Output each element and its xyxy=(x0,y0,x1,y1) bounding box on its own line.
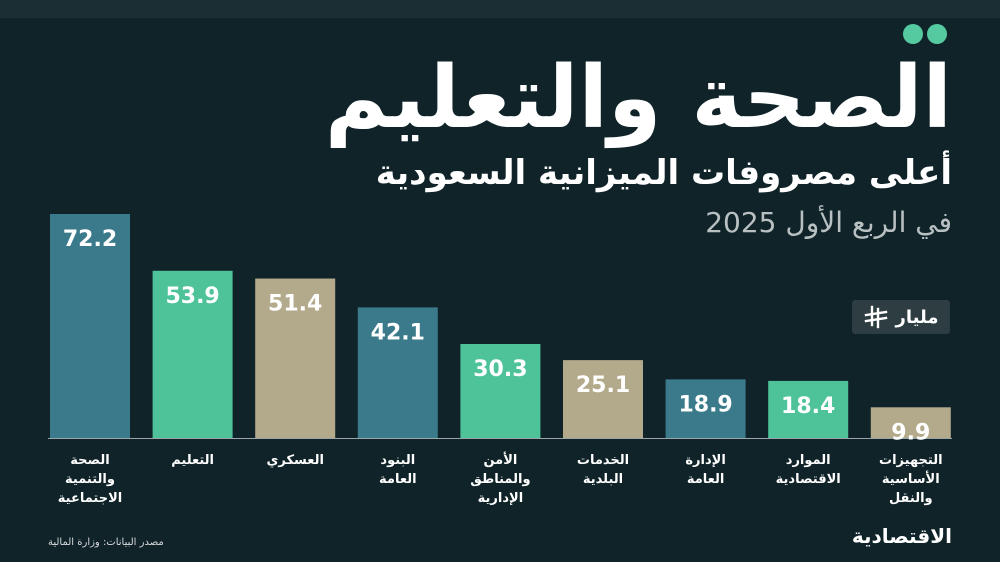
bar xyxy=(563,360,643,438)
unit-badge: مليار xyxy=(852,300,950,334)
category-label-line: الإدارية xyxy=(478,491,524,506)
category-label: البنود العامة xyxy=(379,453,417,487)
category-label: الصحة والتنمية الاجتماعية xyxy=(58,453,122,506)
category-label-line: البنود xyxy=(380,453,415,468)
chart-subtitle: أعلى مصروفات الميزانية السعودية xyxy=(375,153,952,193)
category-label: العسكري xyxy=(266,453,323,468)
bar xyxy=(152,270,233,438)
bar xyxy=(255,278,336,438)
dot-icon xyxy=(903,24,923,44)
category-label: الموارد الاقتصادية xyxy=(776,453,841,487)
category-label-line: الاجتماعية xyxy=(58,491,122,506)
top-bar xyxy=(0,0,1000,18)
category-label-line: الأساسية xyxy=(882,470,940,487)
bar xyxy=(460,343,541,438)
category-label-line: الإدارة xyxy=(685,453,725,468)
category-label-line: العامة xyxy=(379,472,417,487)
category-label-line: والمناطق xyxy=(470,472,530,487)
bar xyxy=(768,380,849,438)
source-note: مصدر البيانات: وزارة المالية xyxy=(48,537,164,548)
category-label-line: الخدمات xyxy=(577,453,629,468)
category-label: الإدارة العامة xyxy=(685,453,725,487)
brand-logo: الاقتصادية xyxy=(851,524,952,548)
dot-icon xyxy=(927,24,947,44)
category-label-line: العسكري xyxy=(266,453,323,468)
category-label-line: الموارد xyxy=(786,453,831,468)
chart-period: في الربع الأول 2025 xyxy=(705,206,952,239)
category-label-line: والتنمية xyxy=(65,472,115,487)
riyal-currency-icon xyxy=(864,305,887,329)
category-label-line: الأمن xyxy=(483,451,517,468)
category-label-line: التجهيزات xyxy=(879,453,943,468)
category-label: الخدمات البلدية xyxy=(577,453,629,487)
bar xyxy=(357,307,438,438)
brand-dots-icon xyxy=(903,24,947,44)
bar xyxy=(665,379,746,438)
bar-value-label: 53.9 xyxy=(165,284,219,309)
category-label-line: الاقتصادية xyxy=(776,472,841,487)
category-label-line: الصحة xyxy=(70,453,109,468)
bar xyxy=(50,214,130,438)
bar xyxy=(870,407,951,438)
bar-value-label: 9.9 xyxy=(891,420,930,445)
category-label: التعليم xyxy=(171,453,214,468)
category-label: التجهيزات الأساسية والنقل xyxy=(879,453,943,506)
bar-value-label: 25.1 xyxy=(576,373,630,398)
bar-value-label: 18.9 xyxy=(678,392,732,417)
category-label-line: والنقل xyxy=(889,491,933,506)
bar-value-label: 51.4 xyxy=(268,292,322,317)
category-label-line: العامة xyxy=(687,472,725,487)
category-label-line: البلدية xyxy=(583,472,623,487)
unit-label: مليار xyxy=(895,306,939,328)
category-label: الأمن والمناطق الإدارية xyxy=(470,451,530,506)
bar-value-label: 30.3 xyxy=(473,357,527,382)
chart-title: الصحة والتعليم xyxy=(324,48,952,148)
bar-value-label: 42.1 xyxy=(371,320,425,345)
bar-value-label: 72.2 xyxy=(63,227,117,252)
bar-value-label: 18.4 xyxy=(781,394,835,419)
category-label-line: التعليم xyxy=(171,453,214,468)
